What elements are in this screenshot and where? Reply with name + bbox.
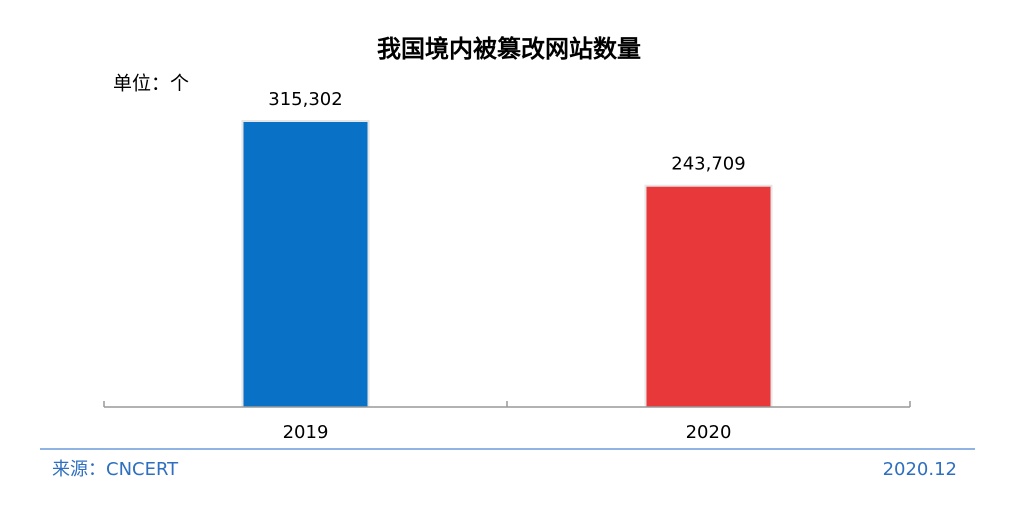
source: 来源：CNCERT: [52, 459, 179, 480]
date: 2020.12: [883, 459, 957, 480]
unit-label: 单位：个: [113, 73, 189, 95]
value-label: 243,709: [671, 154, 745, 175]
bar: [646, 186, 771, 407]
bar: [243, 122, 368, 407]
chart-title: 我国境内被篡改网站数量: [377, 35, 641, 63]
value-label: 315,302: [268, 89, 342, 110]
x-tick-label: 2020: [686, 422, 732, 443]
x-tick-label: 2019: [283, 422, 329, 443]
